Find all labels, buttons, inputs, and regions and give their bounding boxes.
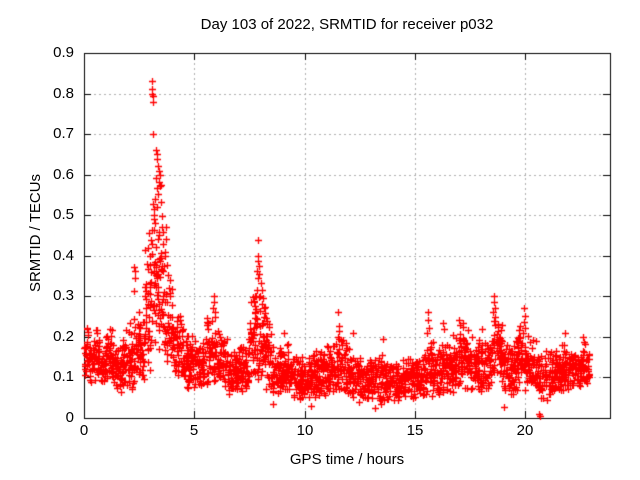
y-tick-label: 0.1 <box>53 368 74 385</box>
y-tick-label: 0.7 <box>53 125 74 142</box>
y-axis-label: SRMTID / TECUs <box>27 173 44 293</box>
chart-title: Day 103 of 2022, SRMTID for receiver p03… <box>200 16 494 33</box>
x-tick-label: 10 <box>296 422 314 439</box>
y-tick-label: 0.6 <box>53 166 74 183</box>
y-tick-label: 0.8 <box>53 85 74 102</box>
y-tick-label: 0.3 <box>53 287 74 304</box>
x-tick-label: 20 <box>516 422 534 439</box>
x-tick-label: 5 <box>189 422 199 439</box>
x-axis-label: GPS time / hours <box>289 451 405 468</box>
y-tick-label: 0.2 <box>53 328 74 345</box>
y-tick-label: 0.9 <box>53 44 74 61</box>
x-tick-label: 15 <box>406 422 424 439</box>
x-tick-label: 0 <box>79 422 89 439</box>
y-tick-label: 0.5 <box>53 206 74 223</box>
y-tick-label: 0 <box>65 409 74 426</box>
y-tick-label: 0.4 <box>53 247 74 264</box>
